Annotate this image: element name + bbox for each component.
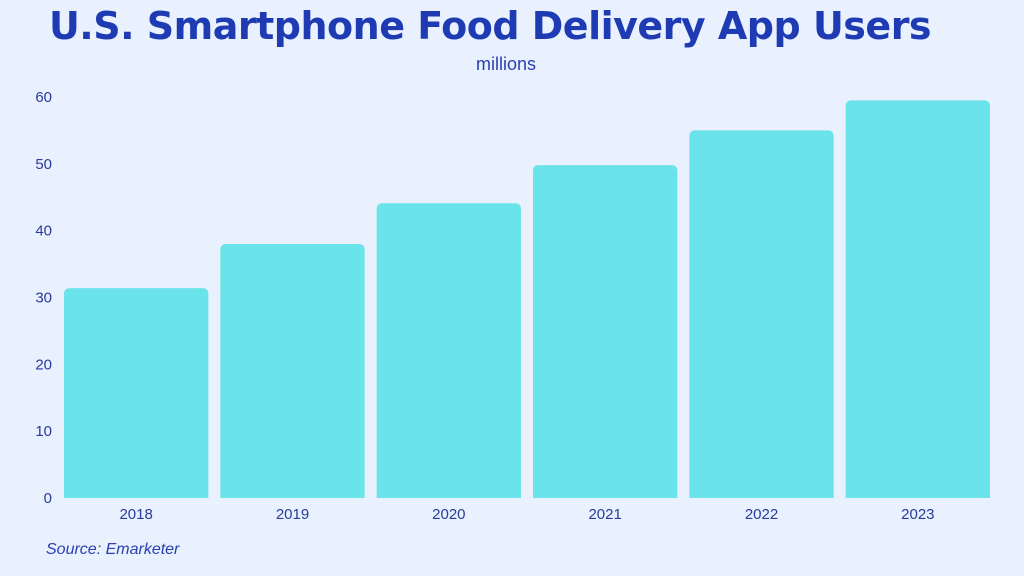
y-tick-label-20: 20	[35, 356, 52, 373]
y-tick-label-0: 0	[44, 490, 52, 507]
y-tick-label-60: 60	[35, 89, 52, 106]
chart-title: U.S. Smartphone Food Delivery App Users	[48, 4, 932, 48]
bar-2023	[845, 100, 990, 498]
x-tick-label-2019: 2019	[276, 506, 309, 523]
bar-2020	[376, 203, 521, 498]
bar-2021	[533, 165, 678, 499]
source-note: Source: Emarketer	[46, 541, 180, 558]
bar-2022	[689, 130, 834, 498]
x-tick-label-2022: 2022	[745, 506, 778, 523]
x-tick-label-2018: 2018	[119, 506, 152, 523]
bar-2019	[220, 244, 365, 498]
x-tick-label-2023: 2023	[901, 506, 934, 523]
chart-subtitle: millions	[475, 54, 536, 74]
y-tick-label-40: 40	[35, 223, 52, 240]
y-tick-label-50: 50	[35, 156, 52, 173]
y-tick-label-10: 10	[35, 423, 52, 440]
bar-2018	[64, 288, 209, 498]
x-tick-label-2021: 2021	[588, 506, 621, 523]
x-tick-label-2020: 2020	[432, 506, 465, 523]
y-tick-label-30: 30	[35, 290, 52, 307]
